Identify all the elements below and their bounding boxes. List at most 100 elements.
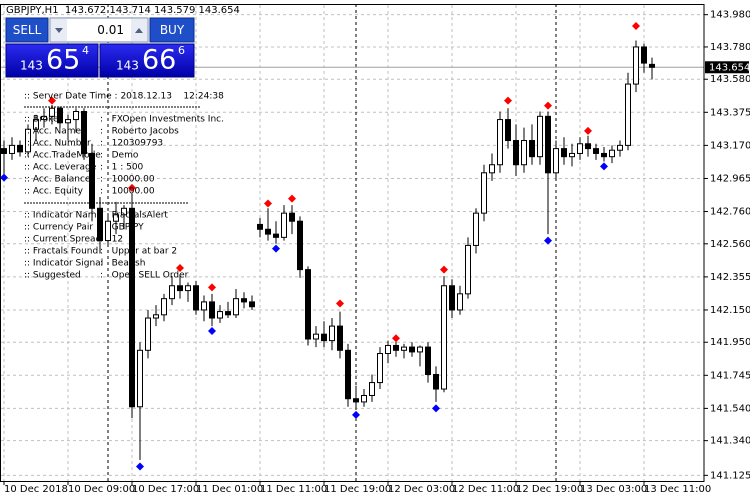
volume-value[interactable]: 0.01 <box>97 23 124 37</box>
fractal-up <box>176 264 184 273</box>
grid <box>1 5 704 481</box>
info-label: :: Acc. Name <box>24 127 82 137</box>
candle-body <box>521 140 527 166</box>
candle-body <box>9 144 15 154</box>
fractal-up <box>264 199 272 208</box>
candle-body <box>401 346 407 351</box>
info-panel: :: Server Date Time : 2018.12.13 12:24:3… <box>24 92 224 281</box>
bid-big-figure: 143 <box>20 59 43 73</box>
candle-body <box>593 148 599 154</box>
down-arrow <box>55 28 63 33</box>
y-tick-label: 142.965 <box>710 173 750 184</box>
candle-body <box>105 220 111 242</box>
candle-body <box>633 46 639 85</box>
candle-body <box>249 301 255 308</box>
candle-body <box>281 212 287 238</box>
candle-body <box>1 148 7 154</box>
candle-body <box>153 314 159 319</box>
candle-body <box>65 119 71 124</box>
candle-body <box>297 220 303 271</box>
info-label: :: Broker <box>24 115 63 125</box>
fractal-up <box>632 21 640 30</box>
x-tick-label: 11 Dec 01:00 <box>196 484 263 495</box>
info-value: : 10000.00 <box>100 187 155 197</box>
candle-body <box>73 110 79 121</box>
info-value: : Upper at bar 2 <box>100 247 177 257</box>
candle-body <box>209 301 215 319</box>
info-label: :: Acc. Leverage <box>24 163 97 173</box>
info-label: :: Acc. Number <box>24 139 91 149</box>
fractal-up <box>584 126 592 135</box>
candle-body <box>17 144 23 153</box>
buy-label[interactable]: BUY <box>160 23 185 37</box>
candle-body <box>313 333 319 340</box>
candle-body <box>409 346 415 353</box>
y-tick-label: 143.170 <box>710 140 750 151</box>
x-tick-label: 12 Dec 03:00 <box>388 484 455 495</box>
info-value: : 120309793 <box>100 139 163 149</box>
fractal-up <box>48 96 56 105</box>
sell-label[interactable]: SELL <box>13 23 42 37</box>
fractal-down <box>208 326 216 335</box>
buy-button[interactable] <box>149 17 195 43</box>
server-time: :: Server Date Time : 2018.12.13 12:24:3… <box>24 92 224 102</box>
candle-body <box>233 298 239 316</box>
info-label: :: Acc. Balance <box>24 175 91 185</box>
x-tick-label: 11 Dec 19:00 <box>324 484 391 495</box>
candle-body <box>121 207 127 216</box>
bid-fraction: 4 <box>82 44 89 57</box>
candle-body <box>537 115 543 158</box>
candle-body <box>305 269 311 340</box>
candle-body <box>145 317 151 351</box>
info-label: :: Currency Pair <box>24 223 93 233</box>
info-value: : 10000.00 <box>100 175 155 185</box>
candle-body <box>185 285 191 292</box>
candle-body <box>361 394 367 403</box>
candle-body <box>49 107 55 117</box>
y-tick-label: 141.950 <box>710 337 750 348</box>
candle-body <box>513 140 519 166</box>
candle-body <box>497 119 503 166</box>
candle-body <box>585 143 591 150</box>
fractal-down <box>432 404 440 413</box>
info-label: :: Indicator Signal <box>24 259 103 269</box>
candle-body <box>473 212 479 246</box>
up-arrow <box>135 28 143 33</box>
info-value: : Demo <box>100 151 139 161</box>
current-price-label: 143.654 <box>709 62 750 73</box>
x-tick-label: 12 Dec 19:00 <box>516 484 583 495</box>
candle-body <box>641 46 647 64</box>
fractal-down <box>0 173 8 182</box>
fractal-up <box>208 283 216 292</box>
candle-body <box>505 119 511 142</box>
info-label: :: Acc. Equity <box>24 187 84 197</box>
candle-body <box>385 344 391 355</box>
info-value: : 1 : 500 <box>100 163 144 173</box>
fractal-up <box>128 183 136 192</box>
axes: 143.980 143.780 143.580 143.375 143.170 142.9… <box>3 10 750 495</box>
candle-body <box>241 298 247 303</box>
candle-body <box>337 325 343 351</box>
candle-body <box>609 149 615 158</box>
ask-box[interactable] <box>99 43 195 78</box>
x-tick-label: 10 Dec 2018 <box>4 484 68 495</box>
candle-body <box>529 140 535 158</box>
candle-body <box>417 346 423 353</box>
ask-fraction: 6 <box>178 44 185 57</box>
candle-body <box>369 382 375 396</box>
candle-body <box>25 128 31 153</box>
info-value: : Roberto Jacobs <box>100 127 179 137</box>
x-tick-label: 10 Dec 17:00 <box>132 484 199 495</box>
bid-box[interactable] <box>5 43 99 78</box>
candle-body <box>649 63 655 68</box>
candle-body <box>561 148 567 158</box>
candle-body <box>481 172 487 214</box>
info-label: :: Acc.TradeMode <box>24 151 101 161</box>
sell-button[interactable] <box>5 17 49 43</box>
candle-body <box>321 333 327 342</box>
candle-body <box>569 152 575 158</box>
candle-body <box>33 119 39 130</box>
candle-body <box>137 349 143 408</box>
candle-body <box>433 374 439 390</box>
